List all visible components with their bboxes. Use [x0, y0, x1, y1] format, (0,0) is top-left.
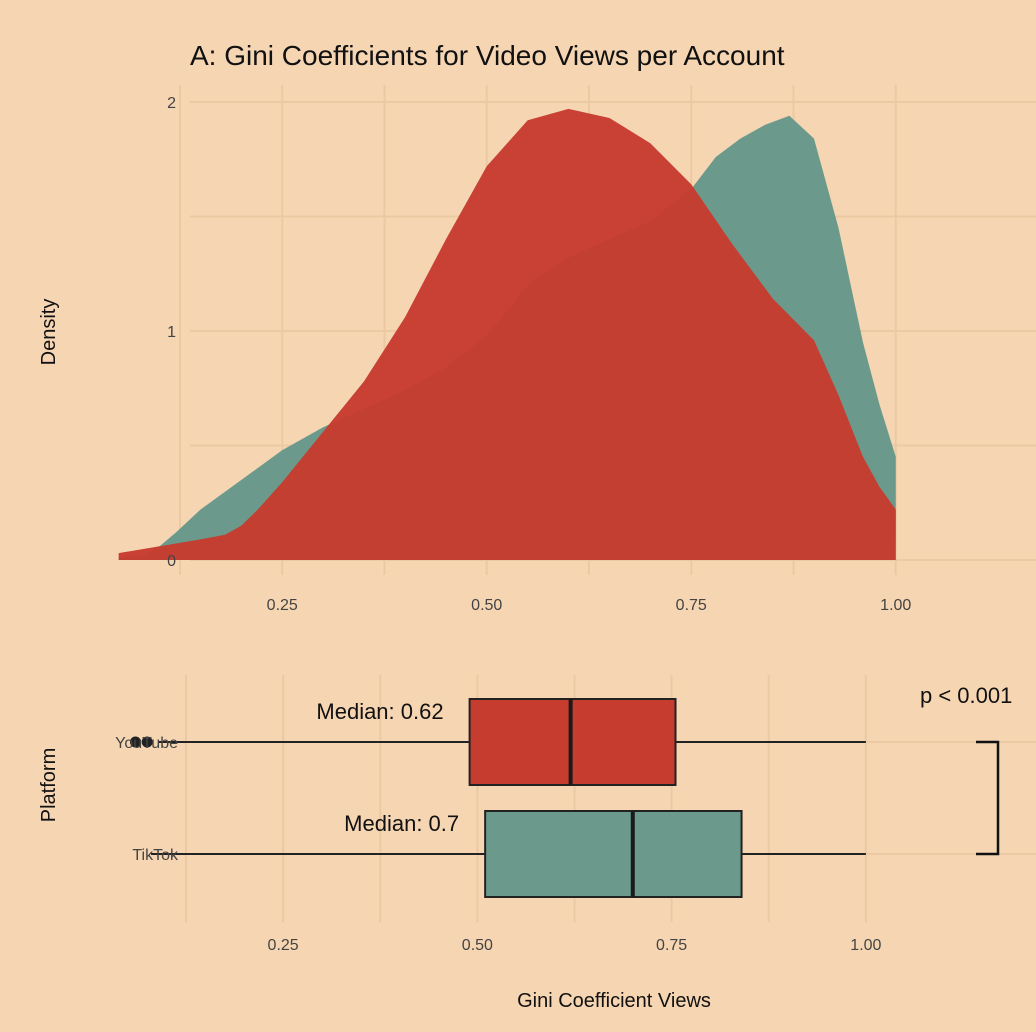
- significance-bracket: [976, 740, 1000, 856]
- youtube-density-area: [118, 108, 896, 561]
- density-panel: 0.25 0.50 0.75 1.00 0 1 2 Density: [38, 85, 1036, 614]
- box-x-axis-title: Gini Coefficient Views: [517, 990, 711, 1012]
- box-x-tick-label: 1.00: [850, 937, 881, 954]
- median-label: Median: 0.62: [316, 699, 443, 724]
- box-tiktok: Median: 0.7: [151, 810, 866, 898]
- density-y-tick-label: 1: [167, 324, 176, 341]
- outlier-point: [141, 736, 153, 748]
- median-label: Median: 0.7: [344, 811, 459, 836]
- iqr-box: [484, 810, 743, 898]
- outlier-point: [129, 736, 141, 748]
- box-panel: Median: 0.62 Median: 0.7 0.25 0.50 0.75 1.00…: [38, 675, 1036, 1012]
- density-x-tick-label: 1.00: [880, 597, 911, 614]
- p-value-label: p < 0.001: [920, 683, 1012, 708]
- box-x-tick-label: 0.50: [462, 937, 493, 954]
- platform-tick-label: YouTube: [115, 735, 178, 752]
- density-y-axis-title: Density: [38, 299, 60, 366]
- density-x-tick-label: 0.50: [471, 597, 502, 614]
- box-x-tick-label: 0.75: [656, 937, 687, 954]
- density-areas: [118, 108, 896, 561]
- box-x-tick-label: 0.25: [268, 937, 299, 954]
- chart-title: A: Gini Coefficients for Video Views per…: [190, 40, 785, 71]
- density-x-tick-label: 0.25: [267, 597, 298, 614]
- density-tick-labels: 0.25 0.50 0.75 1.00 0 1 2: [167, 95, 911, 614]
- density-x-tick-label: 0.75: [676, 597, 707, 614]
- significance-annotation: p < 0.001: [920, 683, 1012, 856]
- box-y-axis-title: Platform: [38, 748, 60, 822]
- platform-tick-label: TikTok: [132, 847, 179, 864]
- box-youtube: Median: 0.62: [129, 698, 866, 786]
- box-tick-labels: 0.25 0.50 0.75 1.00 YouTube TikTok: [115, 735, 881, 954]
- density-y-tick-label: 0: [167, 553, 176, 570]
- box-plots: Median: 0.62 Median: 0.7: [129, 698, 866, 898]
- density-y-tick-label: 2: [167, 95, 176, 112]
